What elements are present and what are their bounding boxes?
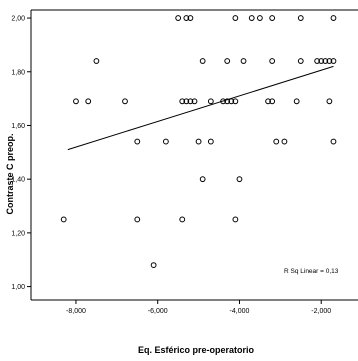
data-point	[322, 58, 329, 64]
data-point	[273, 138, 280, 145]
data-point	[232, 15, 239, 21]
x-tick-label: -2,000	[311, 308, 331, 315]
data-point	[73, 98, 79, 105]
data-point	[134, 216, 141, 223]
data-point	[175, 15, 182, 21]
data-point	[297, 58, 304, 64]
data-point	[269, 98, 276, 105]
y-tick-label: 1,60	[11, 123, 25, 130]
data-point	[318, 58, 325, 64]
y-tick-label: 2,00	[11, 16, 25, 23]
fit-line	[67, 65, 334, 151]
data-point	[330, 15, 337, 21]
x-tick-label: -8,000	[66, 308, 86, 315]
data-point	[232, 216, 239, 223]
data-point	[191, 98, 198, 105]
data-point	[150, 262, 157, 268]
data-point	[224, 98, 231, 105]
y-tick-label: 1,80	[11, 69, 25, 76]
data-point	[293, 98, 300, 105]
plot-background	[31, 10, 358, 300]
data-point	[265, 98, 271, 105]
data-point	[195, 138, 202, 145]
data-point	[187, 98, 194, 105]
data-points	[60, 15, 337, 268]
data-point	[207, 138, 214, 145]
x-tick-label: -4,000	[230, 308, 250, 315]
data-point	[183, 15, 190, 21]
data-point	[269, 58, 276, 64]
data-point	[199, 58, 206, 64]
data-point	[183, 98, 190, 105]
data-point	[85, 98, 92, 105]
data-point	[60, 216, 67, 223]
data-point	[199, 176, 206, 183]
plot-area	[31, 10, 358, 300]
data-point	[314, 58, 321, 64]
data-point	[269, 15, 276, 21]
data-point	[228, 98, 235, 105]
data-point	[236, 176, 243, 183]
data-point	[257, 15, 263, 21]
data-point	[134, 138, 141, 145]
axes: 1,00 1,20 1,40 1,60 1,80 2,00 -8,000 -6,000 -4,0…	[11, 9, 358, 315]
y-tick-label: 1,20	[11, 230, 25, 237]
data-point	[232, 98, 239, 105]
data-point	[220, 98, 227, 105]
fit-line-group	[67, 65, 334, 151]
data-point	[179, 98, 186, 105]
x-tick-label: -6,000	[148, 308, 168, 315]
data-point	[326, 98, 333, 105]
data-point	[297, 15, 304, 21]
data-point	[330, 138, 337, 145]
data-point	[281, 138, 288, 145]
data-point	[179, 216, 186, 223]
y-tick-label: 1,40	[11, 177, 25, 184]
data-point	[207, 98, 214, 105]
x-axis-title: Eq. Esférico pre-operatorio	[138, 345, 255, 355]
y-axis-title: Contraste C preop.	[5, 133, 15, 214]
data-point	[162, 138, 169, 145]
data-point	[187, 15, 194, 21]
data-point	[248, 15, 255, 21]
data-point	[326, 58, 333, 64]
r-squared-annotation: R Sq Linear = 0,13	[284, 268, 339, 275]
data-point	[122, 98, 128, 105]
data-point	[224, 58, 231, 64]
data-point	[330, 58, 337, 64]
data-point	[93, 58, 100, 64]
y-tick-label: 1,00	[11, 284, 25, 291]
data-point	[240, 58, 247, 64]
